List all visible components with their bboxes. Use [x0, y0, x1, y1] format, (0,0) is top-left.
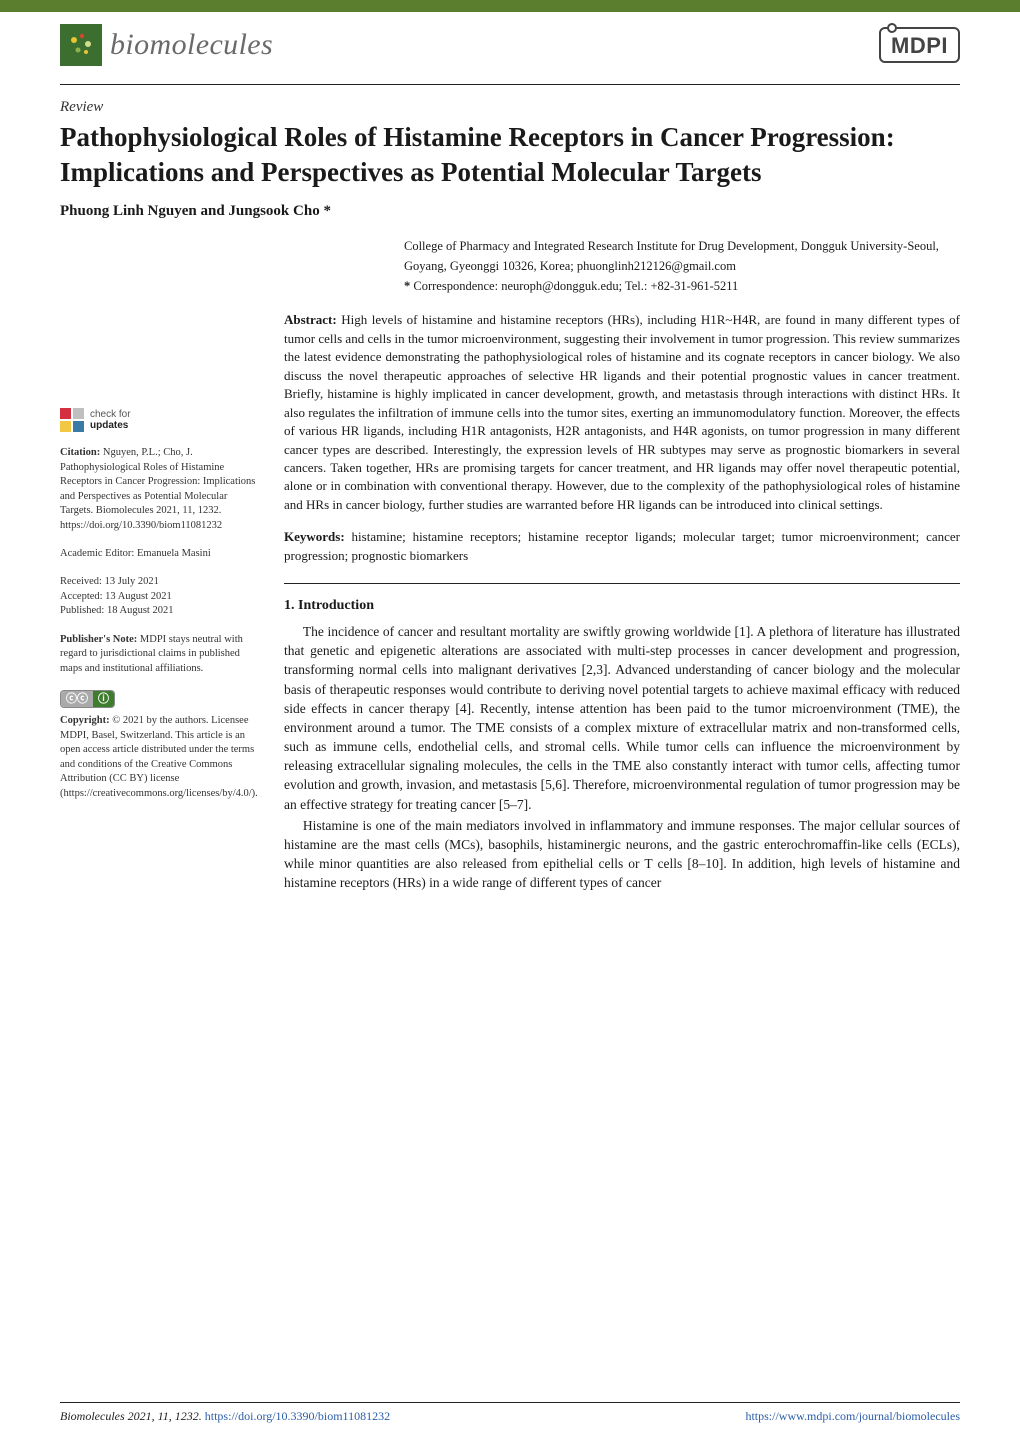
check-updates-label: check for updates [90, 409, 131, 431]
dates-block: Received: 13 July 2021 Accepted: 13 Augu… [60, 575, 260, 618]
check-updates-line2: updates [90, 420, 128, 431]
corr-text: Correspondence: neuroph@dongguk.edu; Tel… [413, 279, 738, 293]
footer-right: https://www.mdpi.com/journal/biomolecule… [745, 1409, 960, 1424]
footer-journal-link[interactable]: https://www.mdpi.com/journal/biomolecule… [745, 1409, 960, 1423]
accent-bar [0, 0, 1020, 12]
intro-para-2: Histamine is one of the main mediators i… [284, 816, 960, 893]
article-authors: Phuong Linh Nguyen and Jungsook Cho * [0, 203, 1020, 220]
check-updates-line1: check for [90, 409, 131, 420]
by-icon: ⓘ [93, 691, 114, 707]
affiliation-line2: Goyang, Gyeonggi 10326, Korea; phuonglin… [404, 258, 960, 276]
cc-badge-row: ⓒⓒ ⓘ [60, 690, 260, 708]
editor-label: Academic Editor: [60, 548, 134, 559]
publisher-note-block: Publisher's Note: MDPI stays neutral wit… [60, 633, 260, 676]
check-for-updates[interactable]: check for updates [60, 408, 260, 432]
date-accepted: Accepted: 13 August 2021 [60, 590, 260, 604]
citation-block: Citation: Nguyen, P.L.; Cho, J. Pathophy… [60, 446, 260, 533]
body-text: The incidence of cancer and resultant mo… [284, 622, 960, 892]
header-rule [60, 84, 960, 85]
section-heading: 1. Introduction [284, 596, 960, 616]
date-received: Received: 13 July 2021 [60, 575, 260, 589]
main-column: College of Pharmacy and Integrated Resea… [284, 238, 960, 894]
citation-label: Citation: [60, 447, 100, 458]
abstract-label: Abstract: [284, 312, 337, 327]
journal-title: biomolecules [110, 28, 273, 62]
keywords-text: histamine; histamine receptors; histamin… [284, 529, 960, 562]
affiliation-block: College of Pharmacy and Integrated Resea… [284, 238, 960, 295]
date-published: Published: 18 August 2021 [60, 604, 260, 618]
footer-doi-link[interactable]: https://doi.org/10.3390/biom11081232 [205, 1409, 390, 1423]
corr-star: * [404, 279, 410, 293]
keywords-block: Keywords: histamine; histamine receptors… [284, 528, 960, 565]
article-type: Review [0, 99, 1020, 116]
cc-icon: ⓒⓒ [61, 691, 93, 707]
correspondence: * Correspondence: neuroph@dongguk.edu; T… [404, 278, 960, 296]
footer-citation: Biomolecules 2021, 11, 1232. [60, 1409, 205, 1423]
citation-text: Nguyen, P.L.; Cho, J. Pathophysiological… [60, 447, 255, 530]
journal-icon [60, 24, 102, 66]
section-rule [284, 583, 960, 584]
intro-para-1: The incidence of cancer and resultant mo… [284, 622, 960, 814]
keywords-label: Keywords: [284, 529, 345, 544]
editor-name: Emanuela Masini [137, 548, 211, 559]
affiliation-line1: College of Pharmacy and Integrated Resea… [404, 238, 960, 256]
footer-left: Biomolecules 2021, 11, 1232. https://doi… [60, 1409, 390, 1424]
editor-block: Academic Editor: Emanuela Masini [60, 547, 260, 561]
publisher-logo: MDPI [879, 27, 960, 63]
check-updates-icon [60, 408, 84, 432]
abstract-text: High levels of histamine and histamine r… [284, 312, 960, 512]
journal-logo: biomolecules [60, 24, 273, 66]
pubnote-label: Publisher's Note: [60, 634, 137, 645]
copyright-label: Copyright: [60, 715, 110, 726]
sidebar: check for updates Citation: Nguyen, P.L.… [60, 238, 260, 894]
two-column-layout: check for updates Citation: Nguyen, P.L.… [0, 238, 1020, 894]
article-title: Pathophysiological Roles of Histamine Re… [0, 120, 1020, 189]
abstract-block: Abstract: High levels of histamine and h… [284, 311, 960, 514]
footer: Biomolecules 2021, 11, 1232. https://doi… [60, 1402, 960, 1424]
cc-badge: ⓒⓒ ⓘ [60, 690, 115, 708]
copyright-text: © 2021 by the authors. Licensee MDPI, Ba… [60, 715, 258, 798]
license-block: ⓒⓒ ⓘ Copyright: © 2021 by the authors. L… [60, 690, 260, 801]
